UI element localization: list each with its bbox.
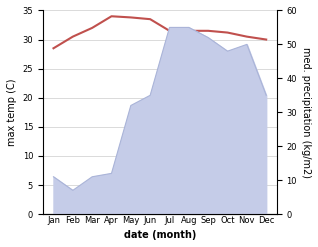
X-axis label: date (month): date (month) — [124, 230, 196, 240]
Y-axis label: med. precipitation (kg/m2): med. precipitation (kg/m2) — [301, 47, 311, 178]
Y-axis label: max temp (C): max temp (C) — [7, 79, 17, 146]
